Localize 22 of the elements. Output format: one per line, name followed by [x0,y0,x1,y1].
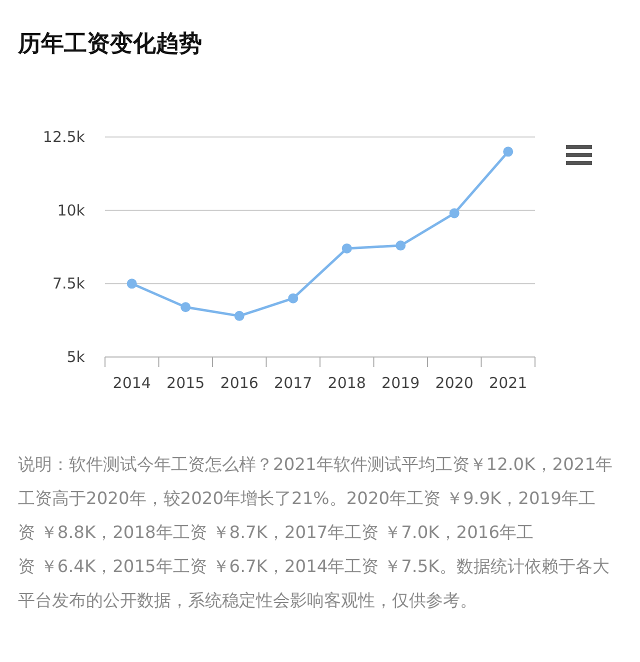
x-tick-label: 2021 [489,374,528,392]
point [396,240,406,251]
x-tick-label: 2017 [274,374,312,392]
y-tick-label: 10k [57,201,86,220]
text: 说明：软件测试今年工资怎么样？2021年软件测试平均工资￥12.0K，2021年工资高于2020年，较2020年增长了21%。2020年工资 ￥9.9K，2019年工资 ￥8.8K，2018年工资 ￥8.7K，2017年工资 ￥7.0K，2016年工资 ￥6.4K，2015年工资 ￥6.7K，2014年工资 ￥7.5K。数据统计依赖于各大平台发布的公开数据，系统稳定性会影响客观性，仅供参考。 [18,454,614,613]
x-tick-label: 2018 [328,374,366,392]
x-tick-label: 2019 [382,374,420,392]
x-tick-label: 2015 [166,374,205,392]
point [126,278,137,289]
x-tick-label: 2014 [112,374,151,392]
point [503,146,514,157]
point [342,243,352,254]
chart-title: 历年工资变化趋势 [18,30,202,59]
point [234,310,244,321]
y-tick-label: 12.5k [42,128,86,146]
point [288,293,298,304]
x-tick-label: 2020 [435,374,474,392]
y-tick-label: 7.5k [52,274,86,293]
x-tick-label: 2016 [220,374,258,392]
y-tick-label: 5k [66,348,86,366]
point [180,302,191,312]
point [449,208,460,218]
